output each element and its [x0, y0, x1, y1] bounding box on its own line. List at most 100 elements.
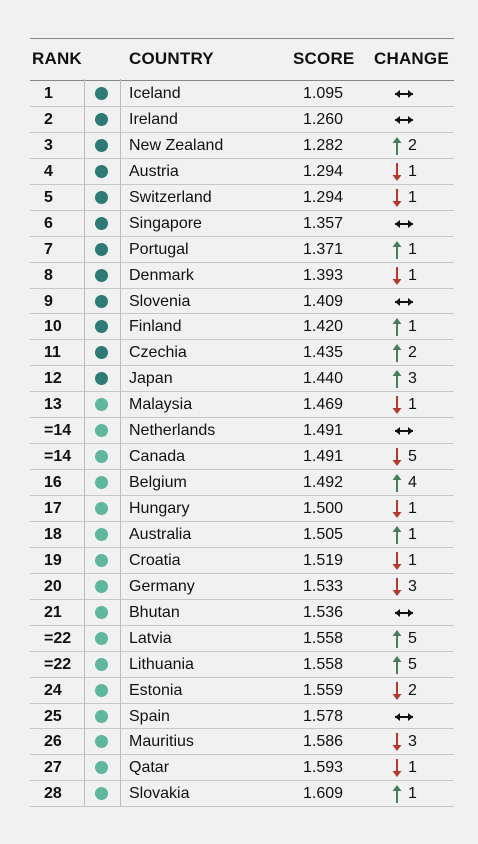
rank-cell: 27 [44, 759, 62, 777]
rank-cell: 9 [44, 292, 53, 310]
score-cell: 1.586 [303, 733, 344, 751]
score-cell: 1.440 [303, 370, 344, 388]
up-arrow-icon [392, 136, 402, 155]
rank-cell: 21 [44, 603, 62, 621]
no-change-arrow-icon [395, 297, 413, 306]
change-cell [394, 85, 454, 103]
tier-dot-icon [95, 346, 108, 360]
rank-cell: =14 [44, 422, 72, 440]
table-row: 10 Finland 1.420 1 [30, 314, 454, 341]
change-value: 3 [408, 577, 417, 595]
country-cell: Hungary [129, 500, 190, 517]
tier-dot-icon [95, 709, 108, 723]
country-cell: Portugal [129, 240, 189, 258]
country-cell: New Zealand [129, 136, 224, 154]
change-cell: 1 [390, 500, 450, 518]
score-cell: 1.294 [303, 188, 344, 206]
score-header: SCORE [293, 49, 355, 68]
country-cell: Canada [129, 448, 186, 466]
change-value: 1 [408, 396, 417, 414]
change-value: 1 [408, 551, 417, 569]
country-cell: Spain [129, 707, 170, 725]
country-cell: Switzerland [129, 188, 212, 206]
score-cell: 1.491 [303, 422, 344, 440]
country-cell: Latvia [129, 629, 172, 647]
tier-dot-icon [95, 216, 108, 230]
change-cell [394, 422, 454, 440]
rank-cell: 7 [44, 240, 53, 258]
rank-cell: 11 [44, 344, 61, 362]
down-arrow-icon [392, 266, 402, 285]
change-value: 1 [408, 318, 417, 336]
score-cell: 1.260 [303, 110, 344, 128]
rank-cell: 24 [44, 681, 62, 699]
down-arrow-icon [392, 500, 402, 518]
rank-cell: 1 [44, 85, 53, 102]
change-value: 5 [408, 448, 417, 466]
country-cell: Japan [129, 370, 173, 388]
tier-dot-icon [95, 631, 108, 645]
country-cell: Iceland [129, 85, 181, 102]
change-value: 1 [408, 759, 417, 777]
rank-cell: 28 [44, 785, 62, 803]
up-arrow-icon [392, 344, 402, 363]
table-row: =22 Latvia 1.558 5 [30, 626, 454, 652]
table-row: 6 Singapore 1.357 [30, 211, 454, 237]
tier-dot-icon [95, 138, 108, 152]
up-arrow-icon [392, 370, 402, 389]
country-cell: Estonia [129, 681, 183, 699]
score-cell: 1.593 [303, 759, 344, 777]
rank-cell: 16 [44, 474, 62, 492]
tier-dot-icon [95, 579, 108, 593]
up-arrow-icon [392, 785, 402, 804]
no-change-arrow-icon [395, 115, 413, 124]
country-cell: Australia [129, 525, 192, 543]
rank-cell: 6 [44, 214, 53, 232]
score-cell: 1.095 [303, 85, 344, 102]
change-cell: 1 [390, 162, 450, 181]
change-cell: 1 [390, 551, 450, 570]
score-cell: 1.500 [303, 500, 344, 517]
tier-dot-icon [95, 527, 108, 541]
tier-dot-icon [95, 294, 108, 308]
rank-cell: =14 [44, 448, 72, 466]
table-row: =14 Canada 1.491 5 [30, 444, 454, 471]
table-row: 12 Japan 1.440 3 [30, 366, 454, 393]
tier-dot-icon [95, 424, 108, 438]
column-divider [84, 79, 85, 806]
tier-dot-icon [95, 398, 108, 412]
score-cell: 1.519 [303, 551, 344, 569]
country-cell: Qatar [129, 759, 170, 777]
tier-dot-icon [95, 190, 108, 204]
change-cell: 3 [390, 733, 450, 752]
up-arrow-icon [392, 655, 402, 674]
score-cell: 1.533 [303, 577, 344, 595]
table-row: 3 New Zealand 1.282 2 [30, 133, 454, 159]
score-cell: 1.409 [303, 292, 344, 310]
table-row: =22 Lithuania 1.558 5 [30, 652, 454, 678]
country-cell: Czechia [129, 344, 187, 362]
change-value: 1 [408, 525, 417, 543]
table-header: RANK COUNTRY SCORE CHANGE [30, 38, 454, 81]
change-cell: 3 [390, 577, 450, 596]
change-cell: 2 [390, 136, 450, 155]
rank-cell: 19 [44, 551, 62, 569]
change-value: 3 [408, 370, 417, 388]
change-value: 1 [408, 500, 417, 517]
country-header: COUNTRY [129, 49, 214, 68]
tier-dot-icon [95, 735, 108, 749]
down-arrow-icon [392, 551, 402, 570]
rank-cell: 25 [44, 707, 62, 725]
down-arrow-icon [392, 448, 402, 467]
no-change-arrow-icon [395, 608, 413, 617]
table-row: 28 Slovakia 1.609 1 [30, 781, 454, 808]
country-cell: Denmark [129, 266, 194, 284]
down-arrow-icon [392, 396, 402, 415]
change-cell: 1 [390, 318, 450, 337]
country-cell: Netherlands [129, 422, 216, 440]
table-row: 13 Malaysia 1.469 1 [30, 392, 454, 419]
rank-cell: 13 [44, 396, 62, 414]
tier-dot-icon [95, 657, 108, 671]
table-row: 11 Czechia 1.435 2 [30, 340, 454, 367]
rank-cell: =22 [44, 629, 72, 647]
